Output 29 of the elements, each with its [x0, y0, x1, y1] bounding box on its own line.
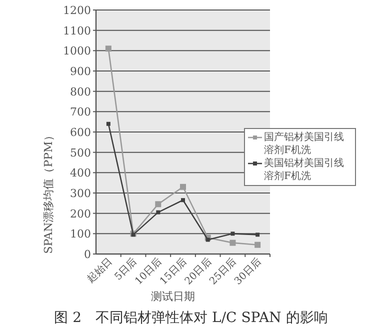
y-tick-label: 700: [70, 106, 91, 119]
point: [105, 46, 112, 52]
y-tick-label: 500: [70, 146, 91, 160]
point: [181, 198, 185, 202]
legend-label: 美国铝材美国引线溶剂F机洗: [264, 157, 345, 183]
y-tick-label: 0: [84, 248, 91, 261]
legend-label: 国产铝材美国引线溶剂F机洗: [264, 131, 345, 157]
point: [206, 238, 210, 242]
point: [230, 240, 236, 246]
point: [256, 232, 260, 237]
x-axis-title: 测试日期: [151, 290, 195, 303]
y-tick-label: 900: [70, 65, 91, 78]
point: [254, 242, 261, 248]
y-tick-label: 1000: [63, 44, 91, 58]
y-axis-title: SPAN漂移均值（PPM）: [42, 130, 55, 254]
y-tick-label: 1100: [63, 24, 91, 38]
y-tick-label: 200: [70, 207, 91, 220]
y-tick-label: 800: [70, 85, 91, 98]
y-tick-label: 100: [70, 228, 91, 241]
y-tick-label: 400: [70, 166, 91, 180]
y-tick-label: 600: [70, 126, 91, 139]
y-tick-label: 300: [70, 187, 91, 200]
point: [180, 184, 186, 190]
text: 图 2 不同铝材弹性体对 L/C SPAN 的影响: [54, 310, 328, 326]
point: [155, 201, 162, 208]
point: [156, 210, 160, 214]
point: [230, 232, 235, 236]
point: [106, 122, 110, 126]
y-tick-label: 1200: [63, 4, 91, 17]
